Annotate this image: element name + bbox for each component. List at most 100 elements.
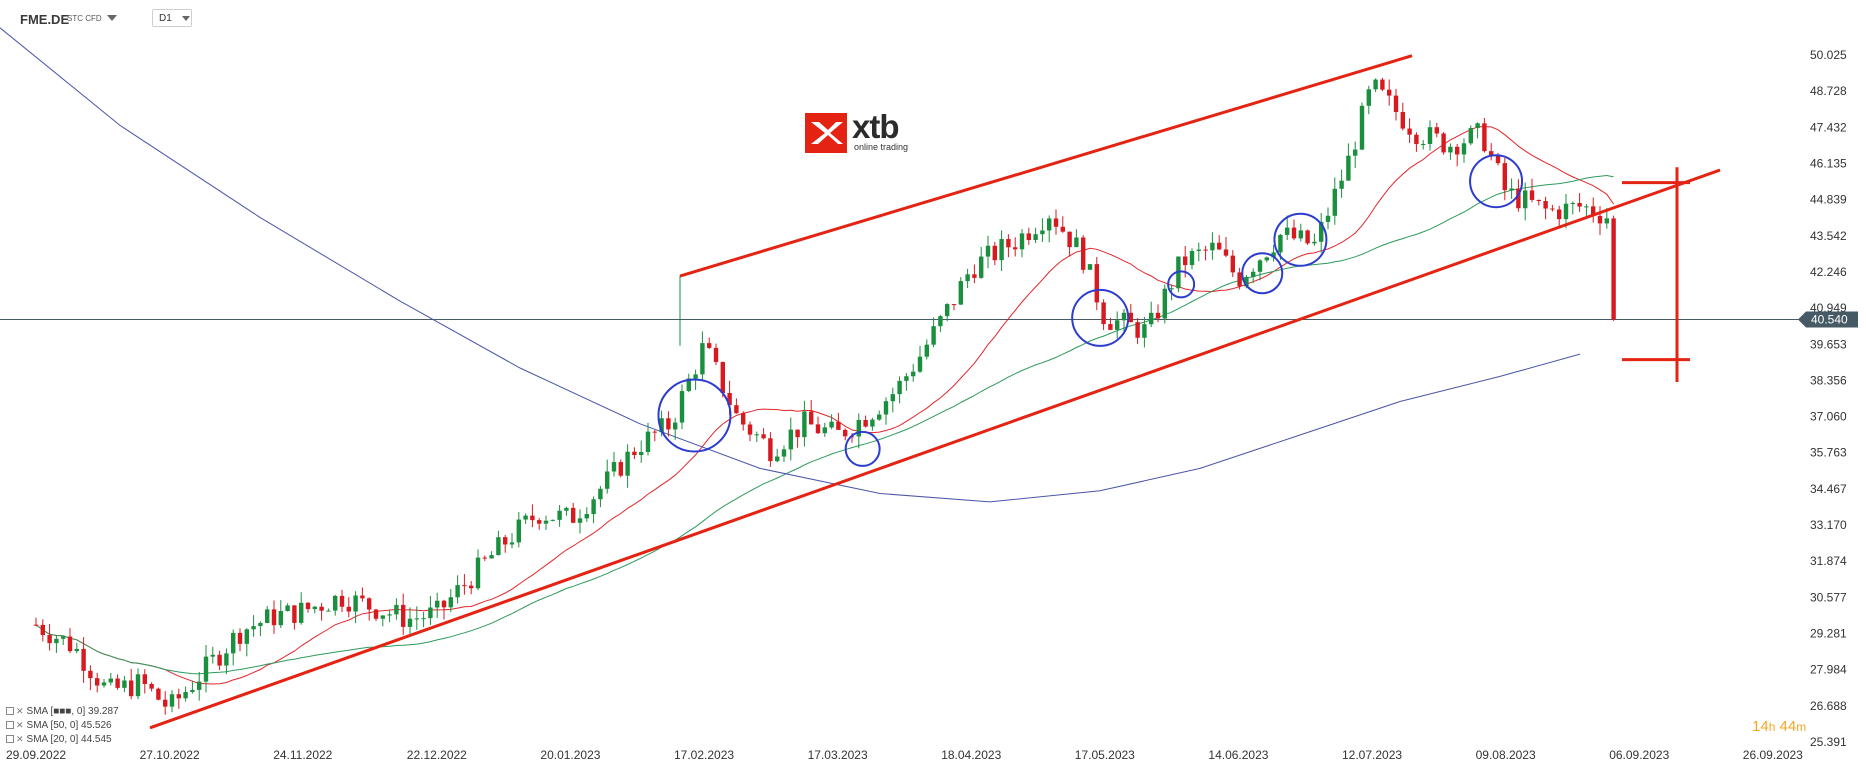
candle-body: [1285, 227, 1290, 235]
candle-body: [904, 376, 909, 381]
candle-body: [475, 557, 481, 589]
candle-body: [543, 520, 549, 524]
timeframe-select[interactable]: D1: [152, 9, 192, 27]
candle-body: [639, 452, 644, 456]
candle-body: [1509, 188, 1514, 191]
candle-body: [1604, 218, 1609, 224]
x-tick-label: 22.12.2022: [407, 748, 467, 762]
candle-body: [754, 434, 759, 436]
candle-body: [1210, 242, 1215, 251]
candle-body: [1108, 324, 1113, 330]
y-tick-label: 43.542: [1810, 229, 1847, 243]
candle-body: [81, 648, 86, 671]
y-tick-label: 39.653: [1810, 337, 1847, 351]
indicator-settings-icon[interactable]: [6, 707, 14, 716]
candle-body: [890, 394, 895, 402]
candle-body: [319, 606, 324, 611]
candle-body: [999, 239, 1004, 261]
remove-indicator-icon[interactable]: ✕: [16, 706, 24, 716]
candle-body: [40, 624, 45, 636]
current-price-label: 40.540: [1811, 313, 1848, 327]
candle-body: [1183, 256, 1188, 266]
x-tick-label: 24.11.2022: [273, 748, 332, 762]
candle-body: [870, 419, 875, 427]
symbol-dropdown-icon[interactable]: [107, 15, 117, 21]
y-tick-label: 48.728: [1810, 84, 1847, 98]
candle-body: [1135, 322, 1140, 338]
channel-upper-trendline: [679, 54, 1413, 278]
candle-body: [224, 653, 229, 666]
candle-body: [1611, 218, 1616, 320]
candle-body: [421, 618, 426, 620]
xtb-logo-tagline: online trading: [854, 142, 909, 152]
candle-body: [727, 392, 732, 406]
xtb-logo-text: xtb: [852, 108, 899, 145]
candle-body: [1591, 206, 1596, 216]
candle-body: [1380, 79, 1385, 90]
candle-body: [1298, 230, 1303, 239]
candle-body: [979, 256, 984, 278]
candle-body: [1040, 230, 1045, 235]
annotations: [149, 54, 1721, 730]
x-tick-label: 29.09.2022: [6, 748, 66, 762]
candle-body: [1421, 143, 1426, 145]
candle-body: [1400, 112, 1405, 129]
candle-body: [482, 557, 487, 559]
candle-body: [1244, 276, 1249, 287]
candle-body: [441, 600, 447, 608]
candle-body: [1529, 190, 1535, 200]
candle-body: [380, 615, 385, 619]
candle-body: [1223, 249, 1229, 256]
candle-body: [564, 507, 569, 511]
x-tick-label: 17.02.2023: [674, 748, 734, 762]
candle-body: [768, 438, 773, 462]
remove-indicator-icon[interactable]: ✕: [16, 720, 24, 730]
candle-body: [1312, 241, 1317, 244]
candle-body: [455, 585, 460, 598]
candle-body: [1264, 257, 1269, 261]
candle-body: [516, 519, 521, 543]
timeframe-value: D1: [159, 13, 172, 24]
candles: [33, 77, 1616, 715]
candle-body: [503, 537, 508, 545]
candle-body: [1427, 127, 1433, 144]
candle-body: [883, 401, 889, 415]
annotation-circle: [1469, 154, 1524, 209]
candle-body: [836, 421, 841, 430]
candle-body: [1434, 127, 1439, 134]
annotation-circle: [657, 378, 732, 453]
y-tick-label: 34.467: [1810, 482, 1847, 496]
candle-body: [326, 610, 331, 612]
candle-body: [1489, 151, 1494, 156]
candle-body: [271, 609, 277, 626]
candle-body: [645, 431, 651, 453]
legend-row[interactable]: ✕ SMA [20, 0] 44.545: [6, 732, 119, 746]
x-tick-label: 12.07.2023: [1342, 748, 1402, 762]
candle-body: [1053, 218, 1059, 227]
candle-body: [217, 654, 222, 666]
legend-row[interactable]: ✕ SMA [50, 0] 45.526: [6, 718, 119, 732]
y-tick-label: 30.577: [1810, 590, 1847, 604]
candle-body: [965, 274, 970, 282]
candle-body: [802, 411, 807, 438]
candle-body: [734, 405, 739, 414]
y-tick-label: 33.170: [1810, 518, 1847, 532]
instrument-type-label: STC CFD: [67, 14, 102, 23]
candle-body: [1366, 89, 1371, 106]
candle-body: [1448, 146, 1453, 153]
indicator-settings-icon[interactable]: [6, 721, 14, 730]
candle-body: [938, 316, 943, 327]
candle-body: [1495, 155, 1501, 164]
countdown-minutes-unit: m: [1796, 720, 1807, 734]
remove-indicator-icon[interactable]: ✕: [16, 734, 24, 744]
annotation-circle: [1241, 252, 1284, 295]
symbol-label[interactable]: FME.DE: [20, 12, 70, 27]
indicator-settings-icon[interactable]: [6, 735, 14, 744]
y-tick-label: 44.839: [1810, 193, 1847, 207]
timeframe-dropdown-icon[interactable]: [182, 16, 190, 21]
candle-body: [101, 682, 107, 686]
legend-row[interactable]: ✕ SMA [■■■, 0] 39.287: [6, 704, 119, 718]
legend-text: SMA [50, 0] 45.526: [26, 720, 112, 731]
candle-body: [1237, 272, 1242, 287]
